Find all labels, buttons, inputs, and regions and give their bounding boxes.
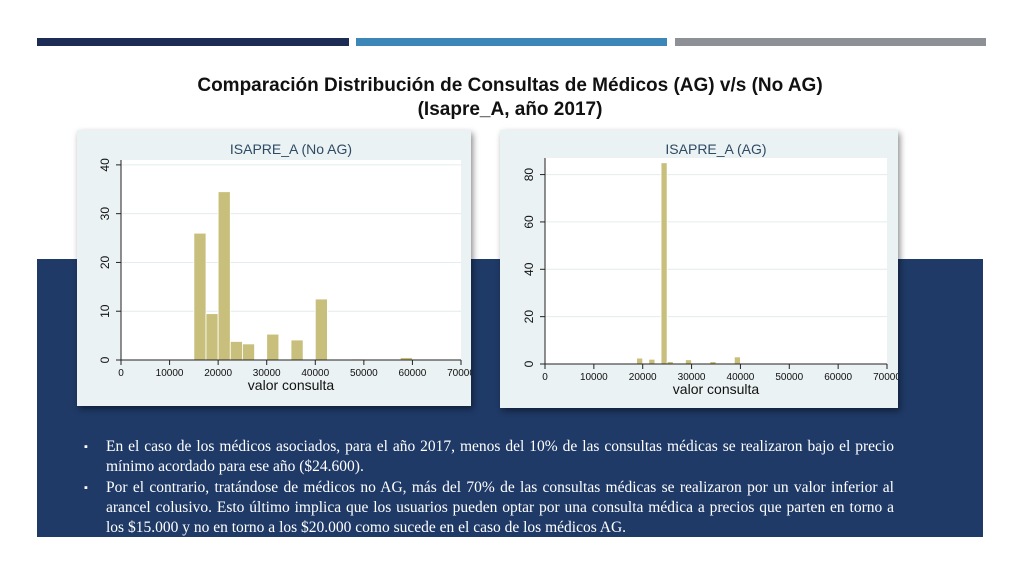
histogram-bar	[217, 191, 231, 361]
slide-title-line1: Comparación Distribución de Consultas de…	[197, 75, 823, 96]
plot-area	[121, 160, 461, 360]
x-tick-label: 60000	[399, 368, 427, 379]
x-tick-label: 10000	[580, 372, 608, 383]
histogram-bar	[648, 358, 656, 365]
x-tick-label: 20000	[204, 368, 232, 379]
x-tick-label: 10000	[156, 368, 184, 379]
top-band-navy	[37, 38, 349, 46]
y-tick-label: 60	[522, 215, 536, 229]
y-tick-label: 80	[522, 168, 536, 182]
x-tick-label: 70000	[873, 372, 898, 383]
x-tick-label: 30000	[678, 372, 706, 383]
x-tick-label: 50000	[775, 372, 803, 383]
y-tick-label: 40	[98, 158, 112, 172]
y-tick-label: 20	[98, 255, 112, 269]
histogram-bar	[266, 333, 280, 361]
chart-title: ISAPRE_A (No AG)	[230, 141, 352, 157]
bullet-item: ▪ En el caso de los médicos asociados, p…	[84, 437, 894, 477]
x-tick-label: 60000	[824, 372, 852, 383]
chart-panel-ag: ISAPRE_A (AG) 0 20 40 60 80 0 10000 20000 30000 40…	[500, 130, 898, 408]
x-axis-label: valor consulta	[248, 377, 335, 393]
histogram-bar	[314, 298, 328, 361]
histogram-bar	[685, 359, 692, 365]
x-tick-label: 30000	[253, 368, 281, 379]
y-tick-label: 0	[522, 360, 536, 367]
top-band-gray	[675, 38, 986, 46]
x-tick-label: 40000	[301, 368, 329, 379]
histogram-bar	[193, 232, 207, 361]
slide-title-line2: (Isapre_A, año 2017)	[417, 99, 603, 120]
square-bullet-icon: ▪	[84, 441, 88, 453]
histogram-no-ag: ISAPRE_A (No AG) 0 10 20 30 40 0 10000 20000 3000…	[98, 141, 471, 393]
histogram-bar	[660, 162, 668, 365]
x-tick-label: 0	[118, 368, 124, 379]
bullet-text: En el caso de los médicos asociados, par…	[106, 438, 894, 475]
slide-title: Comparación Distribución de Consultas de…	[37, 74, 983, 122]
histogram-ag: ISAPRE_A (AG) 0 20 40 60 80 0 10000 20000 30000 40…	[522, 141, 898, 397]
y-tick-label: 30	[98, 207, 112, 221]
histogram-bar	[290, 339, 304, 361]
histogram-bar	[229, 341, 243, 361]
x-tick-label: 0	[542, 372, 548, 383]
x-axis-label: valor consulta	[673, 381, 760, 397]
y-tick-label: 0	[98, 356, 112, 363]
histogram-bar	[733, 356, 741, 365]
y-tick-label: 40	[522, 262, 536, 276]
chart-panel-no-ag: ISAPRE_A (No AG) 0 10 20 30 40 0 10000 20000 3000…	[77, 130, 471, 406]
chart-title: ISAPRE_A (AG)	[665, 141, 766, 157]
x-tick-label: 50000	[350, 368, 378, 379]
histogram-bar	[636, 357, 644, 365]
bullet-item: ▪ Por el contrario, tratándose de médico…	[84, 478, 894, 538]
y-tick-label: 10	[98, 304, 112, 318]
x-tick-label: 20000	[629, 372, 657, 383]
x-tick-label: 70000	[447, 368, 471, 379]
top-band-blue	[356, 38, 667, 46]
plot-area	[545, 158, 887, 364]
x-tick-label: 40000	[727, 372, 755, 383]
bullet-text: Por el contrario, tratándose de médicos …	[106, 479, 894, 536]
square-bullet-icon: ▪	[84, 482, 88, 494]
histogram-bar	[205, 313, 219, 361]
histogram-bar	[242, 343, 255, 361]
bullet-list: ▪ En el caso de los médicos asociados, p…	[84, 437, 894, 539]
y-tick-label: 20	[522, 310, 536, 324]
